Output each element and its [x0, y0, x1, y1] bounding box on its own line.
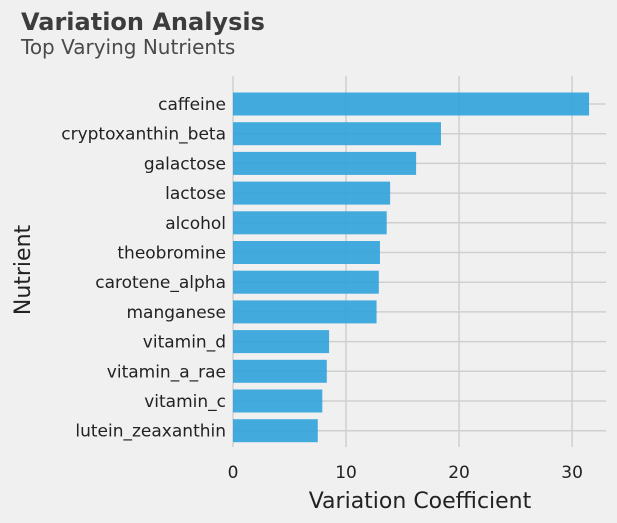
y-axis-label: Nutrient	[11, 224, 36, 315]
bars	[233, 92, 590, 443]
chart-subtitle: Top Varying Nutrients	[20, 35, 235, 59]
bar-vitamin-c	[233, 389, 323, 413]
y-tick-label: vitamin_a_rae	[107, 362, 226, 382]
bar-galactose	[233, 151, 417, 175]
x-axis-label: Variation Coefficient	[309, 489, 532, 514]
bar-manganese	[233, 300, 377, 324]
y-tick-label: lutein_zeaxanthin	[75, 422, 226, 442]
x-tick-labels: 0 10 20 30	[228, 463, 583, 483]
chart-title: Variation Analysis	[21, 8, 265, 36]
y-tick-label: galactose	[144, 154, 226, 174]
x-tick-label: 0	[228, 463, 239, 483]
bar-carotene-alpha	[233, 270, 379, 294]
y-tick-labels: caffeine cryptoxanthin_beta galactose lacto…	[61, 95, 226, 442]
bar-vitamin-a-rae	[233, 359, 327, 383]
x-tick-label: 30	[561, 463, 583, 483]
bar-lutein-zeaxanthin	[233, 419, 318, 443]
y-tick-label: alcohol	[165, 214, 226, 234]
y-tick-label: vitamin_c	[144, 392, 226, 412]
y-tick-label: cryptoxanthin_beta	[61, 125, 226, 145]
y-tick-label: caffeine	[158, 95, 226, 115]
x-tick-label: 10	[335, 463, 357, 483]
x-tick-label: 20	[448, 463, 470, 483]
y-tick-label: vitamin_d	[143, 333, 226, 353]
bar-caffeine	[233, 92, 590, 116]
bar-cryptoxanthin-beta	[233, 122, 441, 146]
y-tick-label: carotene_alpha	[95, 273, 226, 293]
bar-vitamin-d	[233, 330, 330, 354]
bar-alcohol	[233, 211, 387, 235]
y-tick-label: manganese	[126, 303, 226, 323]
bar-theobromine	[233, 241, 380, 264]
y-tick-label: lactose	[165, 184, 226, 204]
y-tick-label: theobromine	[117, 244, 226, 264]
bar-lactose	[233, 181, 391, 205]
